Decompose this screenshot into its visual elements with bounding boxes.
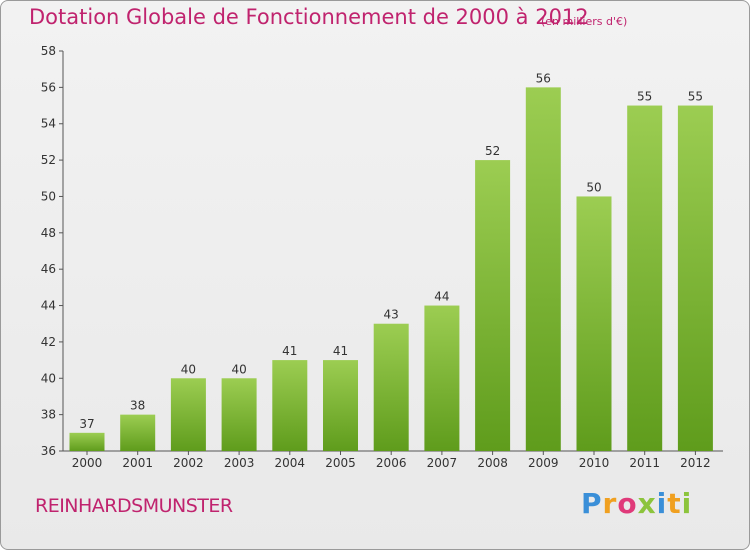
y-tick-label: 38 — [41, 408, 56, 422]
y-tick-label: 40 — [41, 371, 56, 385]
bar-value-label: 52 — [485, 144, 500, 158]
y-tick-label: 48 — [41, 226, 56, 240]
x-tick-label: 2006 — [376, 456, 407, 470]
y-tick-label: 46 — [41, 262, 56, 276]
bar — [323, 360, 358, 451]
logo-letter: P — [581, 487, 603, 520]
bar — [373, 323, 409, 451]
x-tick-label: 2004 — [275, 456, 306, 470]
x-tick-label: 2005 — [325, 456, 356, 470]
bar — [424, 305, 460, 451]
proxiti-logo: Proxiti — [581, 487, 692, 520]
x-tick-label: 2000 — [72, 456, 103, 470]
bar-value-label: 50 — [586, 180, 601, 194]
x-tick-label: 2008 — [477, 456, 508, 470]
bar-value-label: 37 — [79, 417, 94, 431]
chart-title: Dotation Globale de Fonctionnement de 20… — [29, 5, 589, 29]
bar — [627, 105, 663, 451]
y-tick-label: 42 — [41, 335, 56, 349]
logo-letter: x — [637, 487, 657, 520]
y-tick-label: 36 — [41, 444, 56, 458]
y-tick-label: 44 — [41, 299, 56, 313]
x-tick-label: 2003 — [224, 456, 255, 470]
commune-name: REINHARDSMUNSTER — [35, 495, 233, 517]
bar-value-label: 38 — [130, 399, 145, 413]
x-tick-label: 2010 — [579, 456, 610, 470]
bar-value-label: 55 — [637, 90, 652, 104]
y-tick-label: 58 — [41, 44, 56, 58]
bar-value-label: 41 — [282, 344, 297, 358]
bar-value-label: 56 — [536, 71, 551, 85]
bar-value-label: 40 — [231, 362, 246, 376]
chart-unit: (en milliers d'€) — [541, 15, 628, 28]
logo-letter: i — [681, 487, 693, 520]
logo-letter: r — [602, 487, 618, 520]
bar — [272, 360, 308, 451]
bar-value-label: 41 — [333, 344, 348, 358]
x-tick-label: 2002 — [173, 456, 204, 470]
bar — [69, 432, 105, 451]
x-tick-label: 2009 — [528, 456, 559, 470]
x-tick-label: 2001 — [122, 456, 153, 470]
bar — [576, 196, 612, 451]
y-tick-label: 52 — [41, 153, 56, 167]
bar-value-label: 55 — [688, 90, 703, 104]
bar — [525, 87, 561, 451]
x-tick-label: 2007 — [427, 456, 458, 470]
x-tick-label: 2011 — [629, 456, 660, 470]
bar-value-label: 43 — [384, 308, 399, 322]
bar — [475, 160, 511, 451]
bar — [221, 378, 257, 451]
bar-value-label: 40 — [181, 362, 196, 376]
logo-letter: t — [667, 487, 682, 520]
bar — [170, 378, 206, 451]
x-tick-label: 2012 — [680, 456, 711, 470]
y-tick-label: 56 — [41, 80, 56, 94]
y-tick-label: 50 — [41, 189, 56, 203]
logo-letter: o — [617, 487, 638, 520]
bar — [677, 105, 713, 451]
bar-value-label: 44 — [434, 290, 449, 304]
logo-letter: i — [656, 487, 668, 520]
bar — [120, 414, 156, 451]
y-tick-label: 54 — [41, 117, 56, 131]
